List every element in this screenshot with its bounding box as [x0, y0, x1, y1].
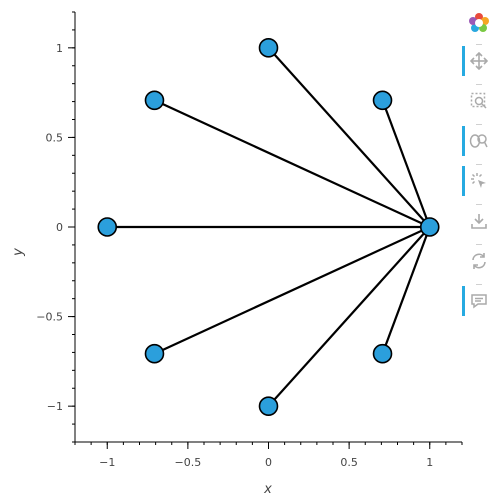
- edge-line: [381, 99, 431, 228]
- node-point: [419, 217, 440, 237]
- edge-line: [267, 226, 431, 407]
- y-tick-label: 0.5: [46, 131, 64, 144]
- edges: [107, 47, 431, 407]
- node-point: [144, 343, 165, 364]
- toolbar-divider: [476, 44, 482, 45]
- y-tick-label: 0: [56, 221, 63, 234]
- edge-line: [154, 99, 431, 228]
- toolbar-divider: [476, 204, 482, 205]
- x-tick-label: −1: [99, 456, 115, 469]
- box-zoom-icon[interactable]: [462, 86, 496, 116]
- toolbar-divider: [476, 244, 482, 245]
- toolbar-divider: [476, 164, 482, 165]
- node-point: [258, 38, 279, 58]
- edge-line: [381, 226, 431, 355]
- y-axis-label: y: [11, 248, 26, 257]
- save-icon[interactable]: [462, 206, 496, 236]
- nodes: [97, 38, 440, 416]
- node-point: [258, 396, 279, 416]
- x-tick-label: 1: [426, 456, 433, 469]
- x-tick-label: −0.5: [175, 456, 202, 469]
- hover-icon[interactable]: [462, 286, 496, 316]
- wheel-zoom-icon[interactable]: [462, 126, 496, 156]
- node-point: [372, 343, 393, 364]
- pan-icon[interactable]: [462, 46, 496, 76]
- x-axis-label: x: [263, 482, 272, 497]
- toolbar: [462, 8, 496, 328]
- edge-line: [267, 47, 431, 228]
- bokeh-logo-icon[interactable]: [462, 8, 496, 38]
- node-point: [372, 90, 393, 111]
- y-tick-label: 1: [56, 42, 63, 55]
- axes: −1 −0.5 0 0.5 1 −1 −0.5 0 0.5 1: [36, 11, 463, 469]
- toolbar-divider: [476, 124, 482, 125]
- y-tick-label: −0.5: [36, 311, 63, 324]
- edge-line: [154, 226, 431, 355]
- x-tick-label: 0.5: [340, 456, 358, 469]
- node-point: [144, 90, 165, 111]
- toolbar-divider: [476, 284, 482, 285]
- y-tick-label: −1: [47, 400, 63, 413]
- x-tick-label: 0: [265, 456, 272, 469]
- tap-icon[interactable]: [462, 166, 496, 196]
- node-point: [97, 217, 118, 237]
- toolbar-divider: [476, 84, 482, 85]
- reset-icon[interactable]: [462, 246, 496, 276]
